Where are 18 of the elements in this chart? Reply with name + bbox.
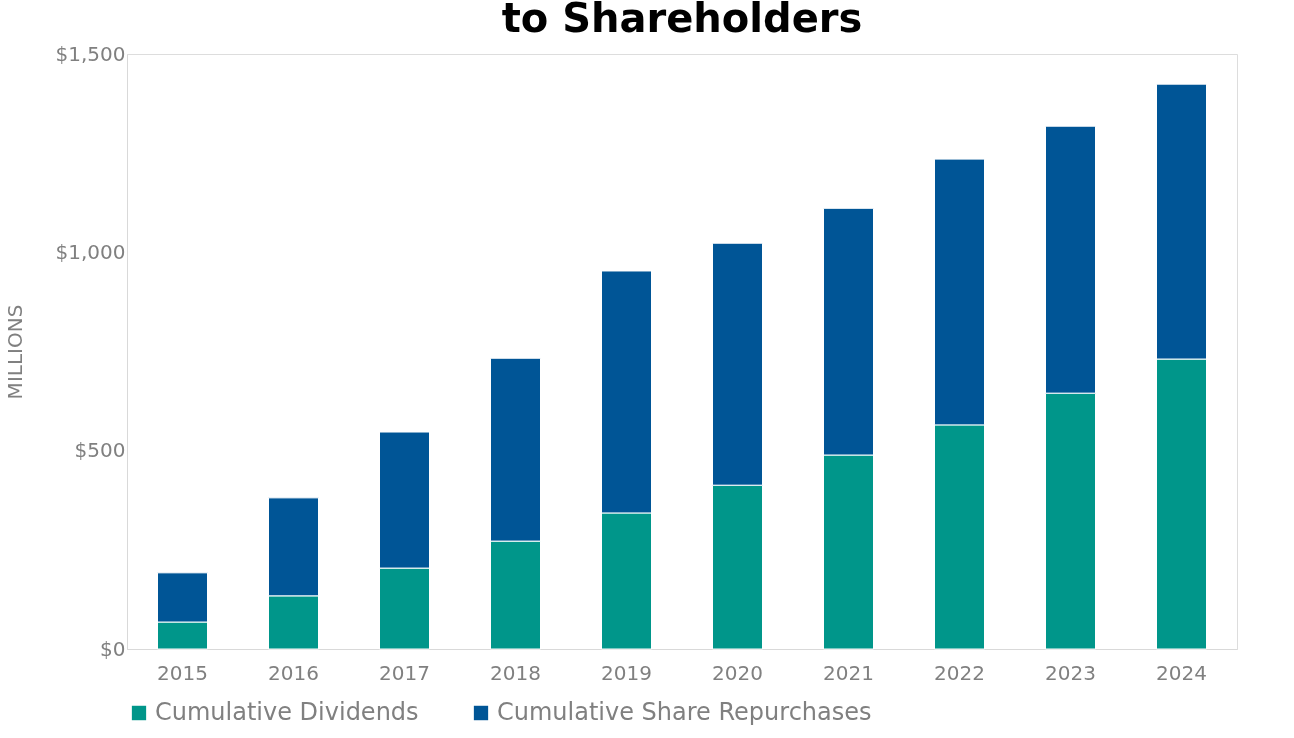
y-tick-label: $1,000 <box>55 239 126 264</box>
x-tick-label: 2018 <box>490 660 541 685</box>
x-tick-label: 2016 <box>268 660 319 685</box>
legend-label: Cumulative Share Repurchases <box>497 698 872 726</box>
x-tick-label: 2021 <box>823 660 874 685</box>
x-tick-label: 2017 <box>379 660 430 685</box>
y-tick-label: $0 <box>100 636 126 661</box>
x-tick-label: 2015 <box>157 660 208 685</box>
y-axis-title: MILLIONS <box>2 304 27 400</box>
x-tick-label: 2019 <box>601 660 652 685</box>
y-tick-label: $500 <box>74 438 126 463</box>
x-tick-label: 2024 <box>1156 660 1207 685</box>
chart-title: to Shareholders <box>501 0 863 41</box>
y-tick-label: $1,500 <box>55 41 126 66</box>
x-tick-label: 2022 <box>934 660 985 685</box>
legend-label: Cumulative Dividends <box>155 698 419 726</box>
x-tick-label: 2020 <box>712 660 763 685</box>
x-tick-label: 2023 <box>1045 660 1096 685</box>
